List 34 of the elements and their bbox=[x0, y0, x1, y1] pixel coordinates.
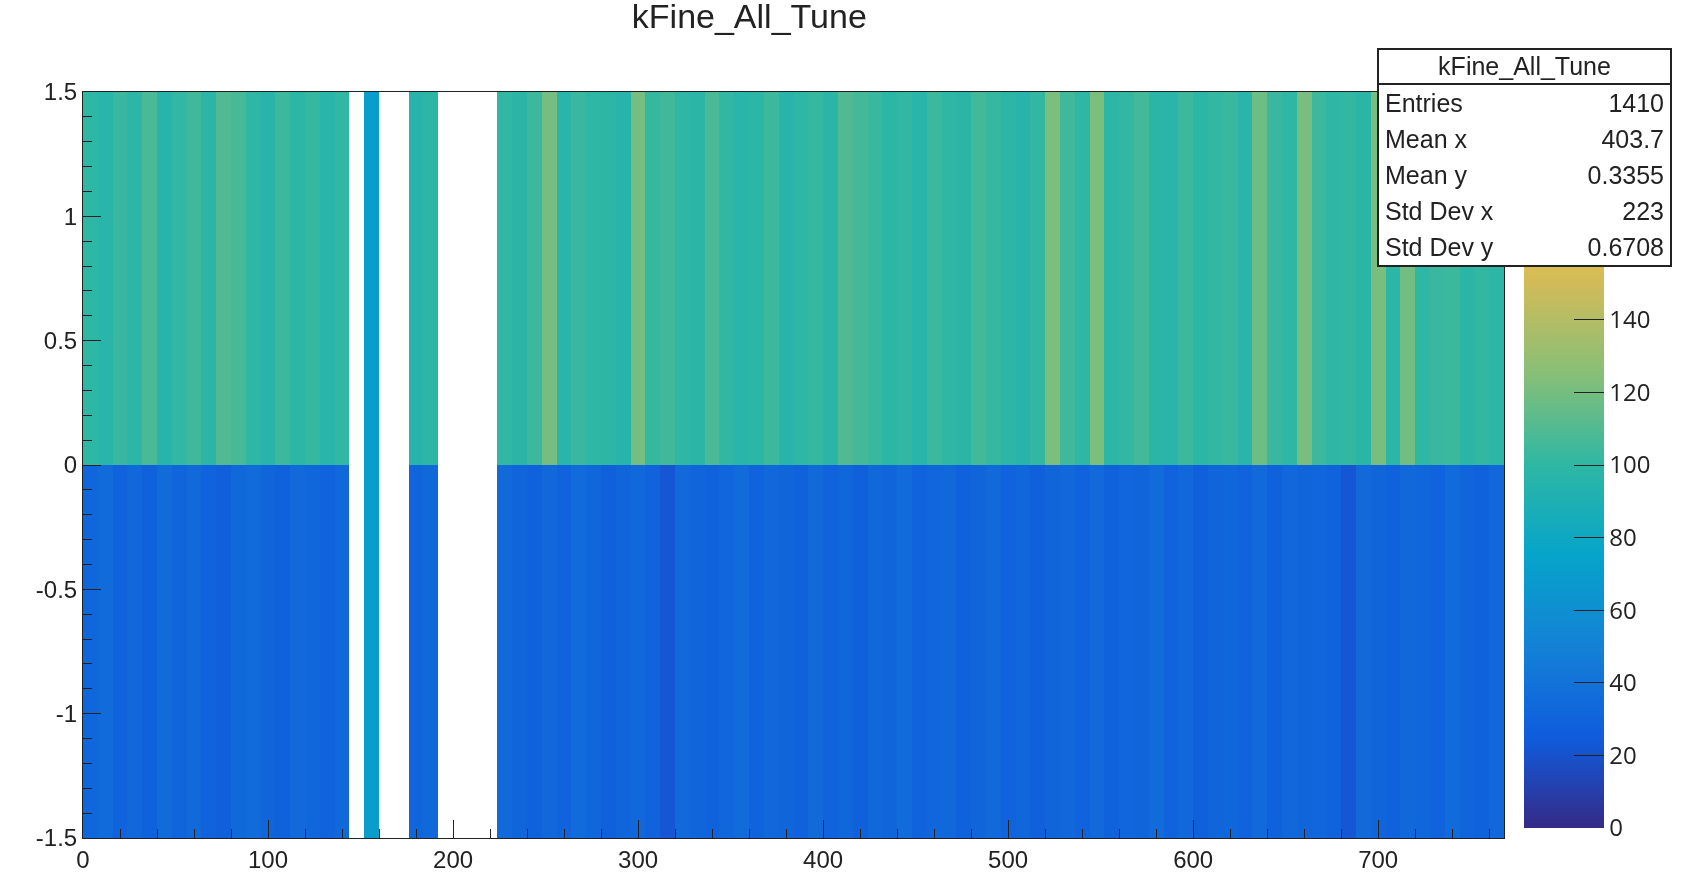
text: 403.7 bbox=[1601, 124, 1664, 155]
annotation: Std Dev y bbox=[1385, 232, 1494, 263]
text: 1410 bbox=[1608, 88, 1664, 119]
text: 0.3355 bbox=[1587, 160, 1664, 191]
y-tick-label: 0.5 bbox=[43, 327, 78, 355]
y-tick-label: -1 bbox=[55, 700, 78, 728]
text: 223 bbox=[1622, 196, 1664, 227]
y-tick-label: 1 bbox=[63, 202, 78, 230]
text: 0.6708 bbox=[1587, 232, 1664, 263]
x-tick-label: 300 bbox=[618, 845, 659, 873]
annotation: Entries bbox=[1385, 88, 1463, 119]
x-tick-label: 400 bbox=[803, 845, 844, 873]
y-tick-label: 1.5 bbox=[43, 78, 78, 106]
annotation: Mean y bbox=[1385, 160, 1467, 191]
text: kFine_All_Tune bbox=[1379, 50, 1670, 85]
color-bar-label: 40 bbox=[1609, 665, 1637, 699]
y-tick-label: -1.5 bbox=[35, 824, 78, 852]
color-bar-label: 80 bbox=[1609, 520, 1637, 553]
x-tick-label: 600 bbox=[1173, 845, 1214, 873]
annotation: Mean x bbox=[1385, 124, 1467, 155]
y-tick-label: -0.5 bbox=[35, 575, 78, 603]
annotation: Std Dev x bbox=[1385, 196, 1494, 227]
chart-title: kFine_All_Tune bbox=[631, 0, 867, 36]
y-tick-label: 0 bbox=[63, 451, 78, 479]
color-bar-label: 20 bbox=[1609, 737, 1637, 771]
x-tick-label: 700 bbox=[1358, 845, 1399, 873]
color-bar-label: 60 bbox=[1609, 592, 1637, 626]
color-bar-label: 100 bbox=[1609, 447, 1651, 481]
color-bar-label: 140 bbox=[1609, 302, 1651, 336]
x-tick-label: 100 bbox=[248, 845, 289, 873]
x-tick-label: 200 bbox=[433, 845, 474, 873]
color-bar-label: 0 bbox=[1609, 810, 1624, 844]
color-bar-label: 120 bbox=[1609, 374, 1651, 408]
x-tick-label: 500 bbox=[988, 845, 1029, 873]
